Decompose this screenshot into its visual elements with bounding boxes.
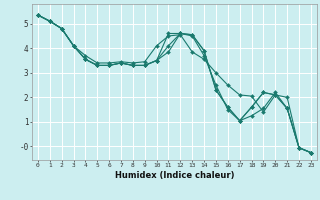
X-axis label: Humidex (Indice chaleur): Humidex (Indice chaleur) [115,171,234,180]
